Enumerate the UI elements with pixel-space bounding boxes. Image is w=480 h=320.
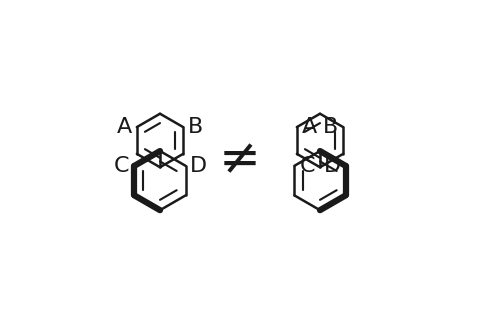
Text: D: D	[324, 156, 341, 176]
Text: B: B	[188, 117, 204, 137]
Text: ≠: ≠	[219, 136, 261, 184]
Text: C: C	[300, 156, 315, 176]
Text: C: C	[114, 156, 129, 176]
Text: A: A	[302, 117, 317, 137]
Text: A: A	[117, 117, 132, 137]
Text: D: D	[190, 156, 207, 176]
Text: B: B	[323, 117, 338, 137]
